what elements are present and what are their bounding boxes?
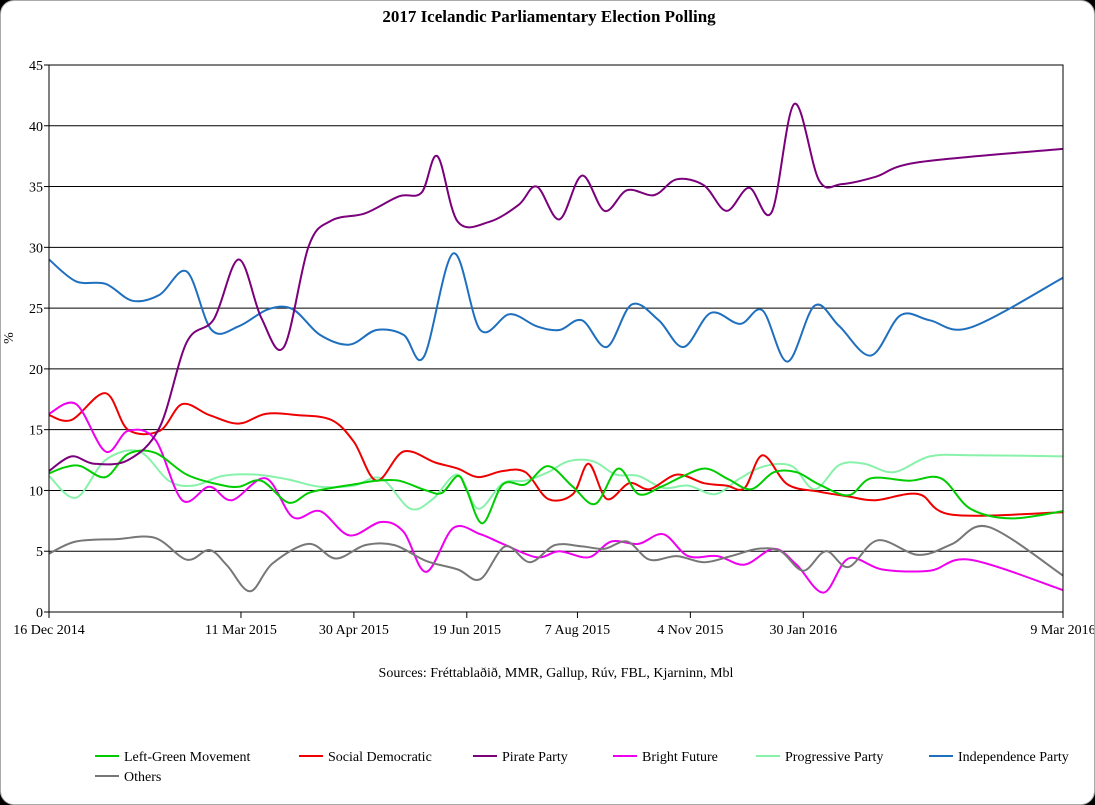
y-tick-label: 35 [29,181,43,196]
series-lines [49,102,1063,594]
y-tick-label: 5 [36,545,43,560]
legend-label-pirate-party: Pirate Party [502,750,568,765]
legend-label-bright-future: Bright Future [642,750,718,765]
y-tick-label: 10 [29,484,43,499]
chart-title: 2017 Icelandic Parliamentary Election Po… [382,7,716,26]
y-axis-label: % [2,332,17,344]
y-tick-label: 20 [29,363,43,378]
x-axis-ticks: 16 Dec 2014 11 Mar 2015 30 Apr 2015 19 Jun … [13,612,1094,638]
x-tick-label: 30 Apr 2015 [319,623,389,638]
y-tick-label: 45 [29,59,43,74]
series-line-social-democratic [49,392,1063,517]
series-line-pirate-party [49,102,1063,472]
y-tick-label: 25 [29,302,43,317]
x-tick-label: 19 Jun 2015 [433,623,501,638]
y-axis-ticks: 0 5 10 15 20 25 30 35 40 45 [29,59,49,621]
x-tick-label: 7 Aug 2015 [545,623,610,638]
x-tick-label: 30 Jan 2016 [769,623,837,638]
series-line-bright-future [49,401,1063,594]
legend-label-left-green-movement: Left-Green Movement [124,750,250,765]
series-line-left-green-movement [49,449,1063,525]
x-tick-label: 11 Mar 2015 [205,623,277,638]
gridlines [49,64,1063,613]
y-tick-label: 15 [29,424,43,439]
x-tick-label: 9 Mar 2016 [1030,623,1094,638]
source-note: Sources: Fréttablaðið, MMR, Gallup, Rúv,… [379,666,734,681]
series-line-others [49,524,1063,593]
legend-label-progressive-party: Progressive Party [785,750,883,765]
y-tick-label: 0 [36,606,43,621]
legend: Left-Green Movement Social Democratic Pira… [95,750,1069,785]
y-tick-label: 30 [29,241,43,256]
legend-label-others: Others [124,770,161,785]
x-tick-label: 4 Nov 2015 [657,623,723,638]
series-line-independence-party [49,252,1063,363]
legend-label-social-democratic: Social Democratic [328,750,432,765]
plot-area-border [48,64,1064,613]
y-tick-label: 40 [29,120,43,135]
legend-label-independence-party: Independence Party [958,750,1069,765]
x-tick-label: 16 Dec 2014 [13,623,85,638]
